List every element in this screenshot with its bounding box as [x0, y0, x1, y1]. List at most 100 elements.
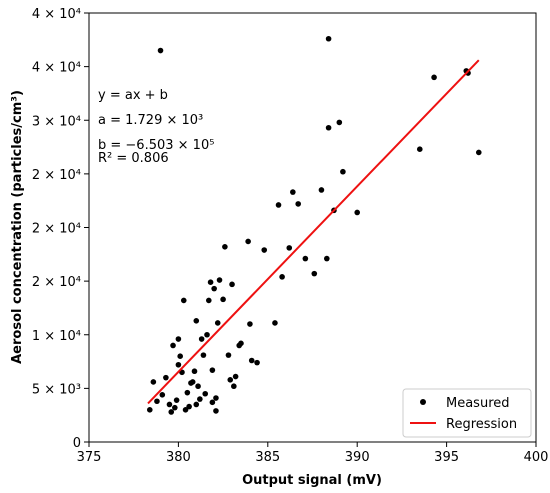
data-point — [248, 357, 255, 364]
data-point — [168, 409, 175, 415]
data-point — [157, 47, 164, 54]
data-point — [238, 340, 244, 347]
y-tick-label: 1 × 10⁴ — [32, 329, 81, 344]
x-tick-label: 400 — [524, 450, 549, 465]
data-point — [172, 404, 178, 411]
data-point — [205, 297, 212, 304]
data-point — [154, 398, 160, 405]
data-point — [232, 373, 239, 380]
regression-line-group — [147, 59, 480, 405]
data-point — [163, 374, 169, 381]
x-tick-label: 380 — [166, 450, 191, 465]
data-point — [213, 408, 219, 414]
data-point — [318, 187, 325, 193]
data-point — [177, 353, 183, 360]
x-tick-label: 375 — [77, 450, 102, 465]
data-point — [207, 279, 214, 285]
x-axis: 375 380 385 390 395 400 — [77, 442, 549, 465]
data-point — [245, 238, 251, 245]
data-point — [184, 389, 191, 396]
data-point — [340, 168, 346, 175]
data-point — [166, 401, 173, 408]
data-point — [146, 407, 153, 413]
data-point — [170, 342, 176, 349]
data-point — [247, 321, 253, 327]
x-tick-label: 385 — [255, 450, 280, 465]
y-tick-label: 4 × 10⁴ — [32, 61, 81, 76]
data-point — [182, 407, 189, 413]
data-point — [150, 379, 157, 385]
legend-marker-measured — [420, 399, 426, 405]
data-point — [209, 367, 216, 373]
data-point — [173, 397, 180, 403]
data-point — [193, 401, 200, 408]
data-point — [354, 209, 361, 216]
data-point — [311, 270, 318, 277]
data-point — [295, 201, 301, 207]
data-point — [209, 399, 216, 406]
data-point — [180, 297, 187, 304]
legend: Measured Regression — [402, 388, 532, 438]
y-tick-label: 4 × 10⁴ — [32, 7, 81, 22]
data-point — [431, 74, 437, 81]
data-point — [227, 376, 234, 383]
x-tick-label: 390 — [345, 450, 370, 465]
data-point — [286, 245, 293, 251]
data-point — [197, 396, 203, 402]
data-point — [202, 390, 209, 397]
y-tick-label: 2 × 10⁴ — [32, 222, 81, 237]
data-point — [229, 281, 235, 288]
data-point — [275, 202, 282, 208]
coefficient-a: a = 1.729 × 10³ — [98, 113, 203, 128]
data-point — [216, 277, 223, 283]
data-point — [189, 379, 196, 385]
y-tick-label: 0 — [73, 436, 81, 451]
data-point — [204, 331, 210, 338]
y-tick-label: 2 × 10⁴ — [32, 275, 81, 290]
data-point — [220, 296, 226, 303]
data-point — [186, 403, 192, 410]
data-point — [231, 383, 237, 390]
data-point — [279, 274, 285, 280]
y-axis: 0 5 × 10³ 1 × 10⁴ 2 × 10⁴ 2 × 10⁴ 2 × 10⁴ 3 × … — [32, 7, 89, 451]
y-tick-label: 3 × 10⁴ — [32, 114, 81, 129]
r-squared: R² = 0.806 — [98, 151, 169, 166]
data-point — [213, 395, 219, 401]
y-tick-label: 5 × 10³ — [32, 382, 81, 397]
data-point — [198, 336, 205, 342]
legend-box — [402, 388, 532, 438]
data-point — [416, 146, 423, 153]
y-tick-label: 2 × 10⁴ — [32, 168, 81, 183]
data-point — [222, 244, 228, 250]
x-tick-label: 395 — [434, 450, 459, 465]
data-point — [159, 392, 166, 398]
y-axis-title: Aerosol concentration (particles/cm³) — [10, 90, 25, 364]
data-point — [195, 383, 201, 390]
data-point — [254, 359, 260, 366]
data-point — [261, 247, 268, 253]
data-point — [475, 149, 482, 156]
data-point — [325, 35, 332, 42]
equation-line: y = ax + b — [98, 88, 168, 103]
legend-label-regression: Regression — [446, 417, 517, 432]
plot-area — [88, 12, 537, 443]
data-point — [200, 352, 207, 358]
data-point — [175, 361, 182, 368]
data-point — [175, 336, 182, 342]
data-point — [214, 320, 221, 326]
data-point — [225, 352, 232, 358]
legend-label-measured: Measured — [446, 396, 510, 411]
regression-line — [147, 59, 480, 405]
x-axis-title: Output signal (mV) — [242, 473, 382, 488]
data-point — [191, 368, 198, 375]
data-point — [290, 189, 296, 195]
coefficient-b: b = −6.503 × 10⁵ — [98, 138, 214, 153]
data-point — [325, 124, 332, 131]
data-point — [302, 255, 309, 262]
data-point — [336, 119, 343, 126]
data-point — [211, 285, 217, 292]
data-point — [193, 318, 200, 324]
data-point — [272, 320, 278, 326]
data-point — [324, 255, 330, 262]
